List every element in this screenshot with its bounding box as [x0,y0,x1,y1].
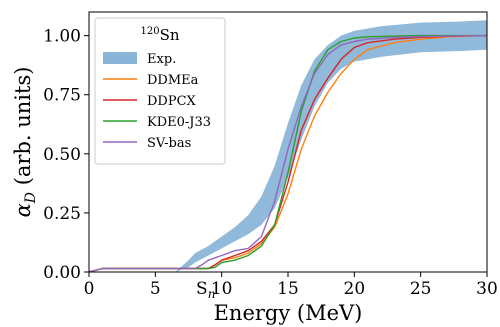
legend-swatch-exp- [103,52,137,64]
y-axis-ticks: 0.00 0.25 0.50 0.75 1.00 [43,27,89,283]
x-tick-label: 20 [344,279,366,299]
legend-title: 120Sn [140,26,179,44]
legend: 120Sn Exp. DDMEa DDPCX KDE0-J33 SV-bas [94,17,226,165]
y-tick-label: 0.00 [43,263,81,283]
legend-label-kde0-j33: KDE0-J33 [147,115,211,130]
series-line-sv-bas [89,34,487,272]
legend-label-ddpcx: DDPCX [147,94,197,109]
band-layer [175,20,487,272]
x-tick-label: 25 [410,279,432,299]
separation-energy-label: S [196,279,208,299]
legend-label-sv-bas: SV-bas [147,136,191,151]
y-axis-title-symbol: α [11,203,35,217]
separation-energy-annotation: Sn [196,279,215,301]
x-axis-title: Energy (MeV) [214,301,363,325]
legend-label-exp-: Exp. [147,52,176,67]
legend-title-mass-number: 120 [140,26,159,37]
x-tick-label: 0 [84,279,95,299]
y-tick-label: 0.25 [43,204,81,224]
x-tick-label: 10 [211,279,233,299]
legend-entries: Exp. DDMEa DDPCX KDE0-J33 SV-bas [103,52,211,151]
x-tick-label: 5 [150,279,161,299]
y-axis-title: αD (arb. units) [11,67,39,218]
x-tick-label: 15 [277,279,299,299]
y-tick-label: 1.00 [43,27,81,47]
y-axis-title-subscript: D [23,192,39,204]
series-layer [89,34,487,272]
band-exp [175,20,487,272]
plot-area [89,20,487,272]
y-tick-label: 0.50 [43,145,81,165]
x-tick-label: 30 [476,279,498,299]
legend-title-element: Sn [160,26,180,44]
separation-energy-subscript: n [208,287,216,301]
x-axis-ticks: 0 5 10 15 20 25 30 [84,272,498,299]
legend-label-ddmea: DDMEa [147,73,199,88]
y-tick-label: 0.75 [43,86,81,106]
y-axis-title-rest: (arb. units) [11,67,35,192]
